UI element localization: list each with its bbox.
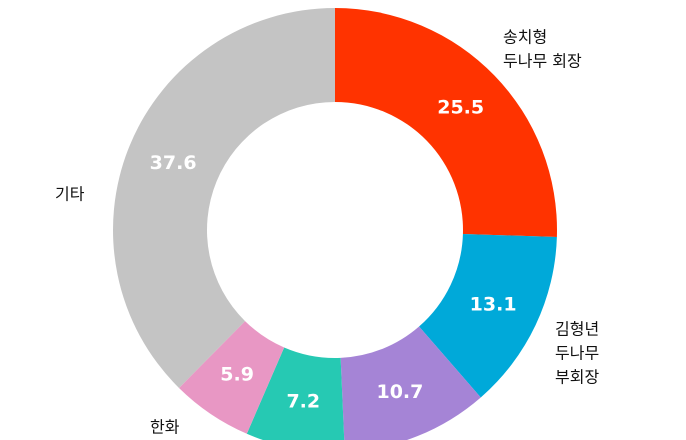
category-label: 두나무 회장 <box>503 52 582 71</box>
category-label: 송치형 <box>503 28 547 47</box>
value-label: 37.6 <box>150 152 197 174</box>
donut-slice <box>335 8 558 237</box>
donut-slice <box>112 8 335 388</box>
value-label: 7.2 <box>286 391 320 413</box>
value-label: 25.5 <box>437 97 484 119</box>
donut-slice <box>179 321 285 434</box>
donut-slice <box>246 347 345 440</box>
category-label: 한화 <box>150 418 180 437</box>
category-label: 부회장 <box>555 368 599 387</box>
category-label: 두나무 <box>555 344 599 363</box>
value-label: 5.9 <box>220 364 254 386</box>
donut-slice <box>340 326 481 440</box>
category-label: 김형년 <box>555 320 599 339</box>
value-label: 13.1 <box>470 294 517 316</box>
category-label: 기타 <box>55 185 85 204</box>
donut-slice <box>419 234 557 398</box>
value-label: 10.7 <box>376 381 423 403</box>
